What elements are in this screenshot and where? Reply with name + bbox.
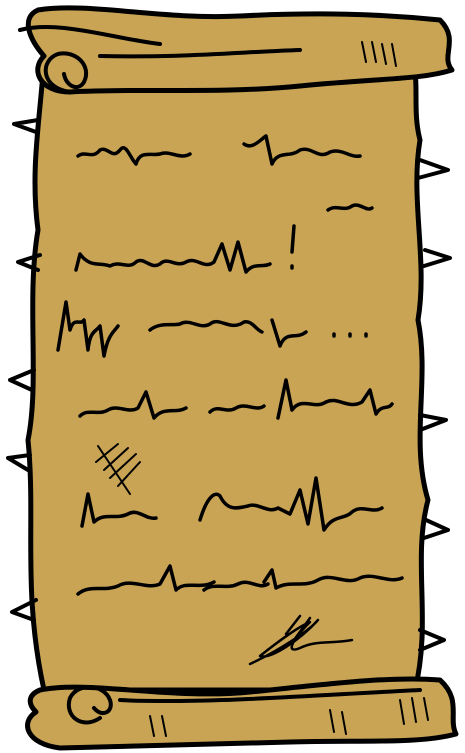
bottom-roll-inner-line xyxy=(118,688,422,704)
scribble-exclaim xyxy=(290,224,296,270)
bottom-roll-hatch xyxy=(149,697,429,737)
scribble-line-1a xyxy=(76,146,192,166)
top-roll xyxy=(25,5,455,95)
scribble-line-5c xyxy=(276,378,394,420)
bottom-roll xyxy=(25,676,459,751)
scribble-line-3 xyxy=(74,240,272,274)
scribble-text xyxy=(56,134,404,666)
scribble-cross xyxy=(95,443,141,495)
right-edge-tears xyxy=(416,158,452,652)
top-roll-inner-line xyxy=(18,25,302,59)
scribble-line-7a xyxy=(76,564,216,596)
left-edge-tears xyxy=(6,118,42,622)
scribble-line-1b xyxy=(242,134,362,166)
scribble-line-5a xyxy=(78,390,188,420)
bottom-roll-curl xyxy=(66,685,113,725)
scribble-line-4a xyxy=(56,300,120,358)
top-roll-curl xyxy=(43,51,88,94)
scribble-line-6a xyxy=(80,492,158,528)
scribble-line-4c xyxy=(270,318,368,348)
scribble-line-5b xyxy=(208,404,266,414)
scribble-line-7c xyxy=(262,568,404,590)
top-roll-hatch xyxy=(361,41,397,67)
scribble-line-7b xyxy=(202,580,270,592)
scribble-line-6b xyxy=(198,476,384,532)
scribble-line-2 xyxy=(326,203,374,212)
scribble-line-4b xyxy=(148,319,264,334)
signature-scribble xyxy=(248,614,354,666)
